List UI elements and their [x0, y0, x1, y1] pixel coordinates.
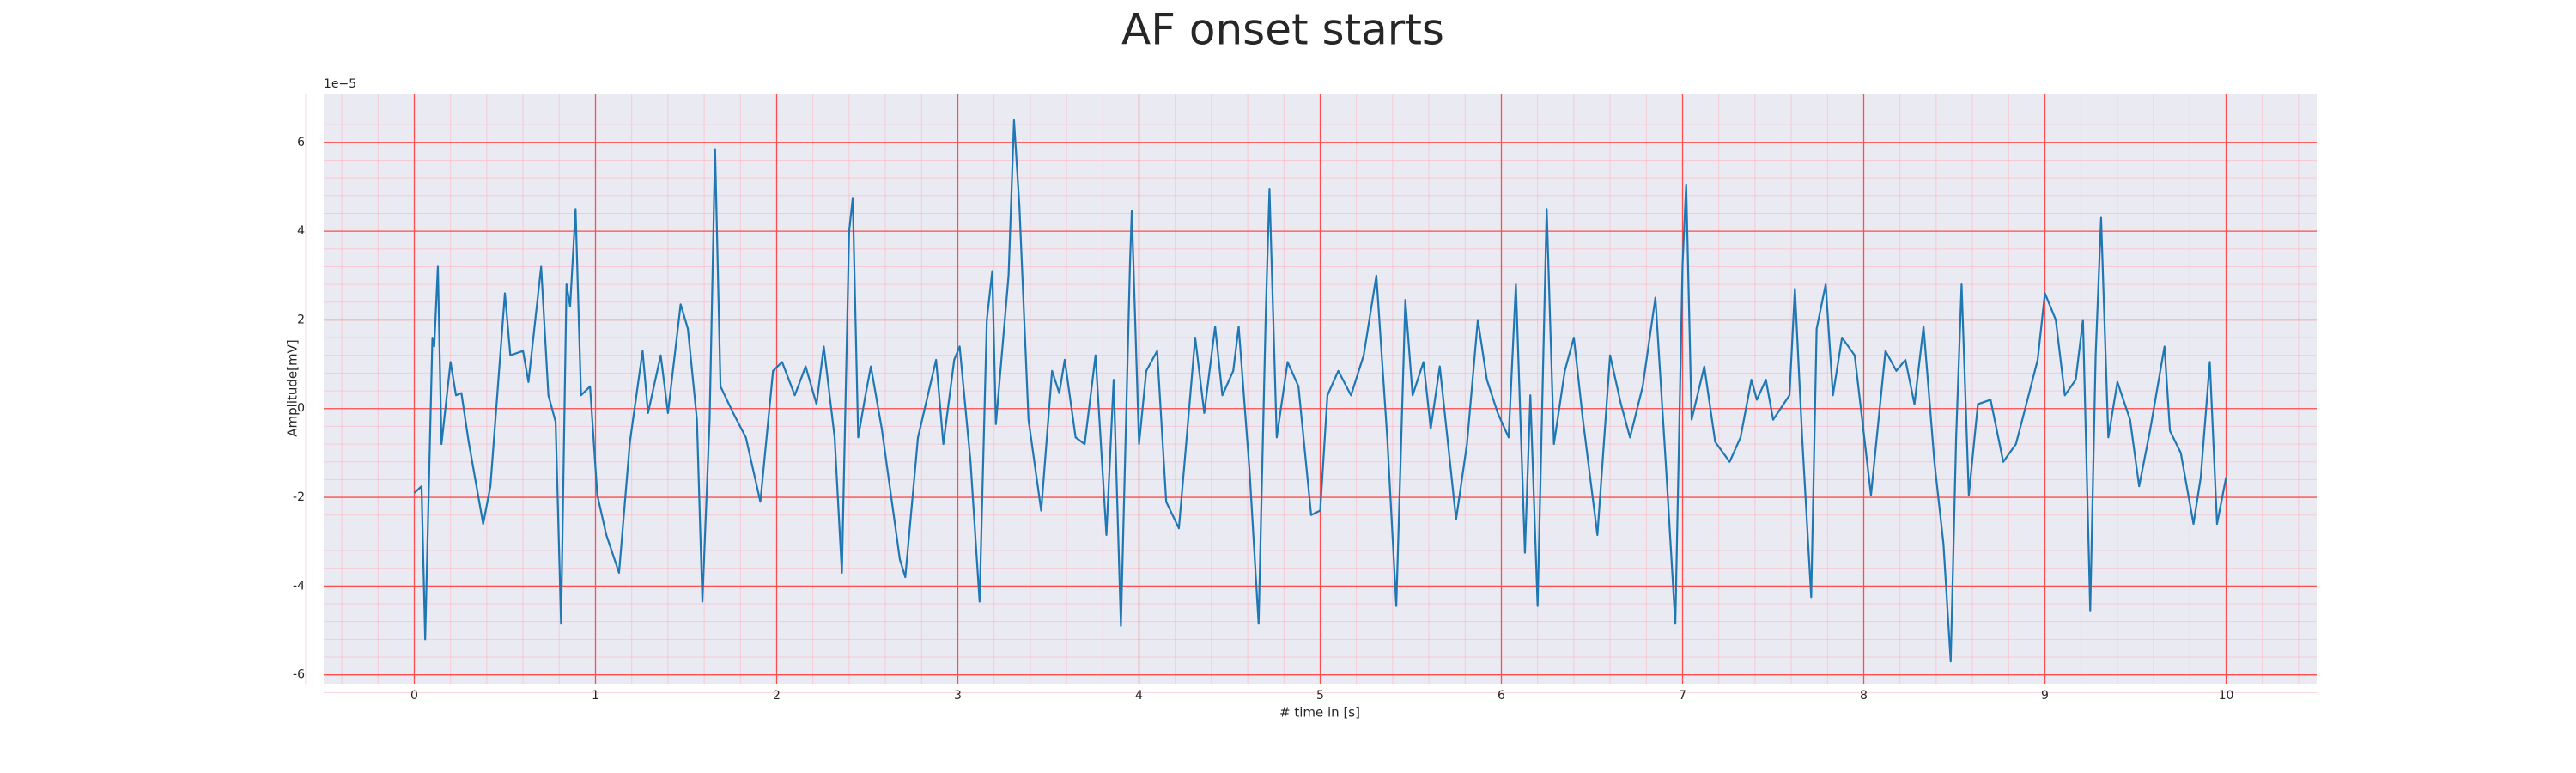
- y-tick-label: -6: [293, 668, 305, 682]
- y-axis-label: Amplitude[mV]: [285, 339, 301, 436]
- x-tick-label: 10: [2219, 689, 2234, 703]
- x-tick-label: 3: [954, 689, 962, 703]
- x-tick-label: 5: [1316, 689, 1324, 703]
- y-tick-label: 4: [297, 224, 305, 238]
- y-tick-label: 0: [297, 402, 305, 416]
- x-tick-label: 6: [1498, 689, 1505, 703]
- x-tick-label: 9: [2041, 689, 2049, 703]
- x-tick-label: 1: [592, 689, 599, 703]
- grid: [305, 94, 2317, 693]
- x-axis-label: # time in [s]: [1279, 705, 1360, 721]
- x-tick-label: 4: [1135, 689, 1143, 703]
- y-tick-label: 6: [297, 136, 305, 149]
- y-tick-label: -2: [293, 490, 305, 504]
- y-tick-label: 2: [297, 313, 305, 326]
- signal-line: [413, 119, 2227, 663]
- y-offset-label: 1e−5: [324, 77, 356, 91]
- x-tick-label: 8: [1860, 689, 1868, 703]
- chart-title: AF onset starts: [1121, 5, 1444, 55]
- x-tick-label: 0: [410, 689, 418, 703]
- x-tick-label: 7: [1679, 689, 1686, 703]
- x-tick-label: 2: [773, 689, 781, 703]
- y-tick-label: -4: [293, 579, 305, 593]
